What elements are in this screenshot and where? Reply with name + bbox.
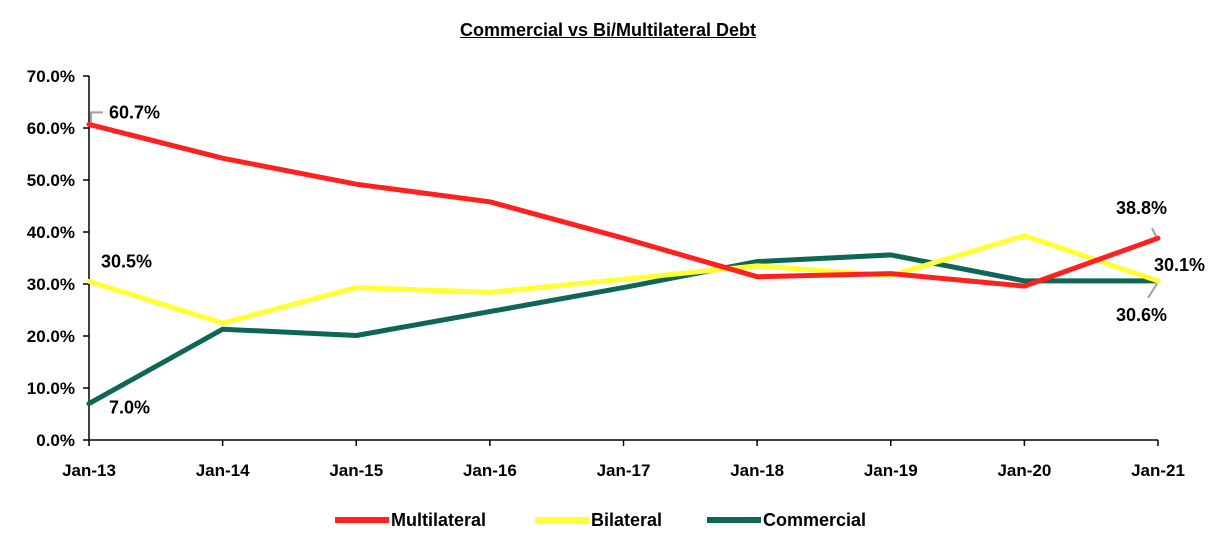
legend-label-multilateral: Multilateral [391,510,486,530]
series-lines [86,121,1161,407]
legend: Multilateral Bilateral Commercial [335,510,866,530]
axes: 0.0% 10.0% 20.0% 30.0% 40.0% 50.0% 60.0% 70.0% J… [27,67,1185,480]
series-line-bilateral [86,233,1161,326]
y-tick-label: 40.0% [27,223,75,242]
legend-label-commercial: Commercial [763,510,866,530]
x-tick-label: Jan-18 [730,461,784,480]
x-tick-label: Jan-20 [997,461,1051,480]
data-labels: 60.7% 30.5% 7.0% 38.8% 30.1% 30.6% [90,102,1205,418]
y-tick-label: 50.0% [27,171,75,190]
x-tick-label: Jan-16 [463,461,517,480]
x-tick-label: Jan-14 [196,461,250,480]
x-tick-label: Jan-13 [62,461,116,480]
y-tick-label: 10.0% [27,379,75,398]
x-tick-label: Jan-15 [329,461,383,480]
data-label: 30.1% [1154,255,1205,275]
legend-label-bilateral: Bilateral [591,510,662,530]
y-tick-label: 20.0% [27,327,75,346]
x-tick-label: Jan-21 [1131,461,1185,480]
x-tick-label: Jan-19 [864,461,918,480]
series-line-multilateral [86,121,1161,289]
data-label: 30.5% [101,251,152,271]
data-label: 7.0% [109,398,150,418]
y-tick-label: 70.0% [27,67,75,86]
data-label: 38.8% [1116,198,1167,218]
x-tick-label: Jan-17 [597,461,651,480]
label-leader-line [1151,227,1157,237]
label-leader-line [1147,283,1158,299]
data-label: 30.6% [1116,305,1167,325]
y-tick-label: 0.0% [36,431,75,450]
series-line-commercial [86,252,1161,407]
label-leader-line [90,111,103,123]
y-tick-label: 60.0% [27,119,75,138]
data-label: 60.7% [109,102,160,122]
y-tick-label: 30.0% [27,275,75,294]
chart-title: Commercial vs Bi/Multilateral Debt [459,20,757,40]
